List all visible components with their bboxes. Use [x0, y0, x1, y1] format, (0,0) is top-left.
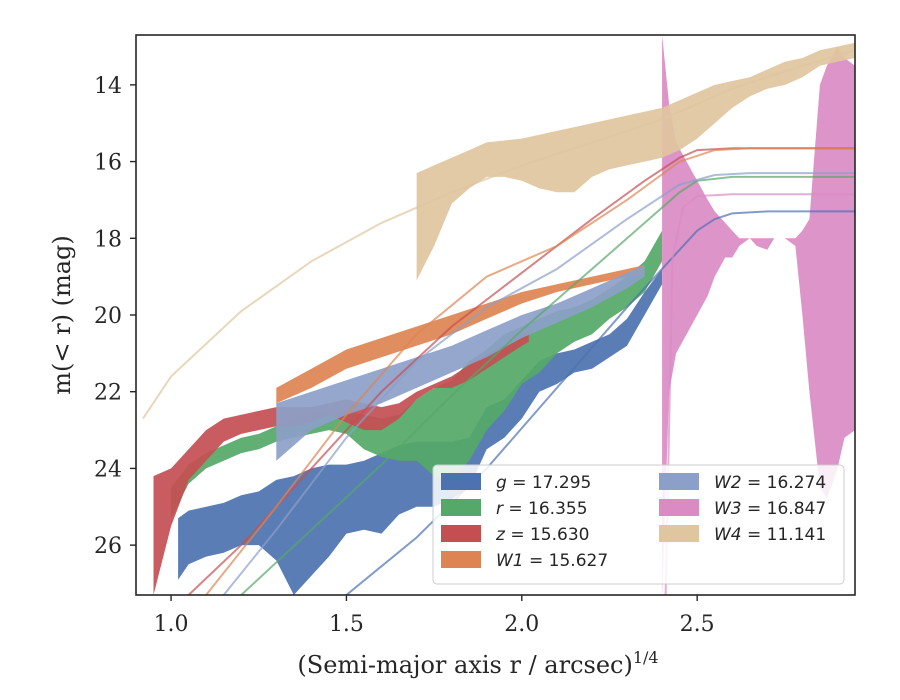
legend-swatch-w1	[441, 551, 481, 568]
legend-label-r: r = 16.355	[496, 499, 588, 519]
band-w1	[276, 265, 645, 404]
x-axis-ticks: 1.0 1.5 2.0 2.5	[154, 595, 715, 637]
x-tick-label: 2.0	[504, 612, 539, 637]
curve-w1	[205, 147, 855, 595]
y-tick-label: 18	[94, 227, 122, 252]
legend-swatch-w2	[659, 473, 699, 490]
legend-swatch-z	[441, 525, 481, 542]
curve-w2	[222, 172, 855, 595]
legend-swatch-g	[441, 473, 481, 490]
band-w3	[662, 35, 855, 595]
y-tick-label: 26	[94, 534, 122, 559]
curve-r	[240, 175, 855, 595]
x-tick-label: 1.0	[154, 612, 189, 637]
curve-w4	[142, 49, 855, 420]
y-axis-label: m(< r) (mag)	[48, 235, 76, 394]
y-tick-label: 14	[94, 74, 122, 99]
y-tick-label: 20	[94, 304, 122, 329]
legend-swatch-w3	[659, 499, 699, 516]
y-axis-ticks: 14 16 18 20 22 24 26	[94, 74, 136, 559]
x-tick-label: 2.5	[680, 612, 715, 637]
y-tick-label: 16	[94, 151, 122, 176]
legend-swatch-w4	[659, 525, 699, 542]
band-g	[178, 269, 663, 595]
x-axis-label: (Semi-major axis r / arcsec)1/4	[297, 648, 658, 679]
band-r	[171, 230, 663, 519]
x-tick-label: 1.5	[329, 612, 364, 637]
legend-label-z: z = 15.630	[495, 525, 589, 545]
legend-label-w1: W1 = 15.627	[496, 551, 608, 571]
band-z	[153, 330, 529, 595]
curve-w3	[664, 193, 855, 595]
band-w2	[276, 265, 645, 461]
legend: g = 17.295 r = 16.355 z = 15.630 W1 = 15.62…	[432, 464, 845, 585]
legend-label-w3: W3 = 16.847	[714, 499, 826, 519]
legend-label-g: g = 17.295	[496, 473, 591, 493]
legend-label-w4: W4 = 11.141	[714, 525, 826, 545]
x-axis-label-exponent: 1/4	[633, 648, 659, 667]
band-w4	[416, 42, 855, 281]
legend-frame	[432, 464, 845, 585]
series-bands	[153, 35, 855, 595]
y-tick-label: 22	[94, 381, 122, 406]
legend-label-w2: W2 = 16.274	[714, 473, 826, 493]
legend-swatch-r	[441, 499, 481, 516]
y-tick-label: 24	[94, 457, 122, 482]
